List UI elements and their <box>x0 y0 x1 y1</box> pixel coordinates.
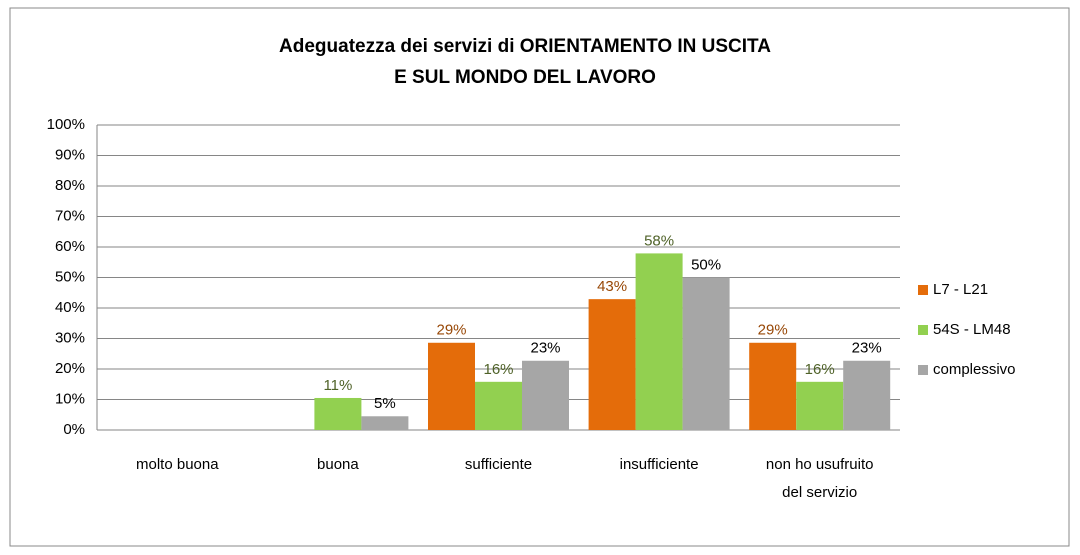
data-label: 58% <box>644 232 674 249</box>
x-tick-label: non ho usufruito del servizio <box>765 456 874 501</box>
bar <box>475 381 522 430</box>
chart-title: E SUL MONDO DEL LAVORO <box>394 67 656 88</box>
legend-label: 54S - LM48 <box>933 321 1011 338</box>
data-label: 29% <box>436 322 466 339</box>
data-label: 23% <box>530 340 560 357</box>
y-tick-label: 20% <box>55 360 85 377</box>
y-tick-label: 90% <box>55 146 85 163</box>
data-label: 16% <box>483 361 513 378</box>
y-tick-label: 30% <box>55 329 85 346</box>
data-label: 16% <box>805 361 835 378</box>
bar <box>682 277 730 430</box>
data-label: 5% <box>374 395 396 412</box>
legend-label: L7 - L21 <box>933 281 988 298</box>
y-tick-label: 100% <box>47 116 85 133</box>
y-tick-label: 70% <box>55 207 85 224</box>
bar <box>843 360 891 430</box>
data-label: 50% <box>691 256 721 273</box>
x-tick-label: insufficiente <box>619 456 699 473</box>
y-tick-label: 40% <box>55 299 85 316</box>
legend-swatch <box>918 285 928 295</box>
x-tick-label: molto buona <box>136 456 219 473</box>
bar <box>635 253 683 430</box>
legend-swatch <box>918 365 928 375</box>
bar <box>314 397 362 430</box>
bar <box>749 342 797 430</box>
bar <box>428 342 475 430</box>
y-tick-label: 0% <box>63 421 85 438</box>
bar <box>361 416 409 430</box>
chart-title: Adeguatezza dei servizi di ORIENTAMENTO … <box>279 36 771 57</box>
data-label: 43% <box>597 278 627 295</box>
x-tick-label: sufficiente <box>464 456 533 473</box>
data-label: 23% <box>852 340 882 357</box>
y-tick-label: 50% <box>55 268 85 285</box>
data-label: 29% <box>758 322 788 339</box>
x-tick-label: buona <box>317 456 359 473</box>
y-tick-label: 80% <box>55 177 85 194</box>
y-tick-label: 10% <box>55 390 85 407</box>
bar <box>522 360 569 430</box>
bar <box>588 299 636 430</box>
data-label: 11% <box>323 377 352 394</box>
bar <box>796 381 844 430</box>
legend-label: complessivo <box>933 361 1016 378</box>
y-tick-label: 60% <box>55 238 85 255</box>
legend-swatch <box>918 325 928 335</box>
